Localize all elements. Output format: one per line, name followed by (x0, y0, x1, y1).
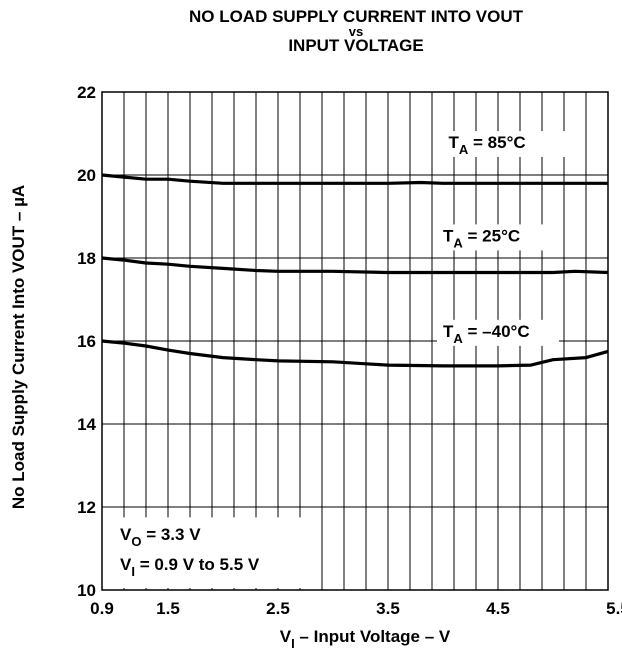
series-line-0 (101, 173, 608, 185)
conditions-line-0: VO = 3.3 V (120, 525, 201, 549)
y-tick-label: 14 (77, 415, 96, 434)
series-label-bg-2 (437, 319, 559, 346)
series-line-1 (101, 256, 609, 275)
series-label-sub: A (459, 142, 469, 157)
x-tick-label: 3.5 (376, 599, 400, 618)
chart-title-line-1: NO LOAD SUPPLY CURRENT INTO VOUT (188, 7, 524, 26)
conditions-main: V (120, 525, 132, 544)
series-label-main: T (443, 322, 454, 341)
tick-labels: 10 12 14 16 18 20 22 0.9 1.5 2.5 3.5 4.5 5.5 (77, 83, 622, 618)
x-axis-label: VI – Input Voltage – V (280, 627, 451, 651)
series-label-sub: A (453, 235, 463, 250)
x-tick-label: 0.9 (90, 599, 114, 618)
conditions-sub: O (131, 534, 141, 549)
y-tick-label: 12 (77, 498, 96, 517)
chart-title-line-2: vs (348, 24, 364, 39)
series-label-main: T (449, 133, 460, 152)
x-axis-label-main: V (280, 627, 292, 646)
series-label-rest: = 25°C (463, 226, 520, 245)
conditions-rest: = 3.3 V (141, 525, 201, 544)
x-tick-label: 2.5 (266, 599, 290, 618)
x-axis-label-sub: I (291, 636, 295, 651)
series-label-1: TA = 25°C (443, 226, 520, 250)
series-label-main: T (443, 226, 454, 245)
series-label-rest: = –40°C (463, 322, 530, 341)
y-axis-label: No Load Supply Current Into VOUT – µA (9, 185, 28, 509)
conditions-bg (104, 517, 310, 588)
series-layer (101, 173, 609, 368)
series-line-2 (101, 339, 609, 368)
x-tick-label: 1.5 (156, 599, 180, 618)
chart-title-line-3: INPUT VOLTAGE (288, 36, 424, 55)
conditions-line-1: VI = 0.9 V to 5.5 V (120, 555, 260, 579)
conditions-main: V (120, 555, 132, 574)
y-tick-label: 22 (77, 83, 96, 102)
conditions-rest: = 0.9 V to 5.5 V (135, 555, 260, 574)
x-tick-label: 4.5 (486, 599, 510, 618)
conditions-annotation: VO = 3.3 VVI = 0.9 V to 5.5 V (104, 517, 310, 588)
x-tick-label: 5.5 (606, 599, 622, 618)
y-tick-label: 20 (77, 166, 96, 185)
series-label-bg-0 (442, 131, 565, 158)
series-labels: TA = 85°CTA = 25°CTA = –40°C (437, 131, 565, 346)
chart-title: NO LOAD SUPPLY CURRENT INTO VOUT vs INPU… (0, 8, 622, 55)
series-label-bg-1 (437, 224, 559, 251)
y-tick-label: 10 (77, 581, 96, 600)
series-label-0: TA = 85°C (449, 133, 526, 157)
series-label-sub: A (453, 331, 463, 346)
conditions-sub: I (131, 564, 135, 579)
y-tick-label: 16 (77, 332, 96, 351)
x-axis-label-rest: – Input Voltage – V (295, 627, 451, 646)
series-label-2: TA = –40°C (443, 322, 530, 346)
series-label-rest: = 85°C (468, 133, 525, 152)
y-tick-label: 18 (77, 249, 96, 268)
